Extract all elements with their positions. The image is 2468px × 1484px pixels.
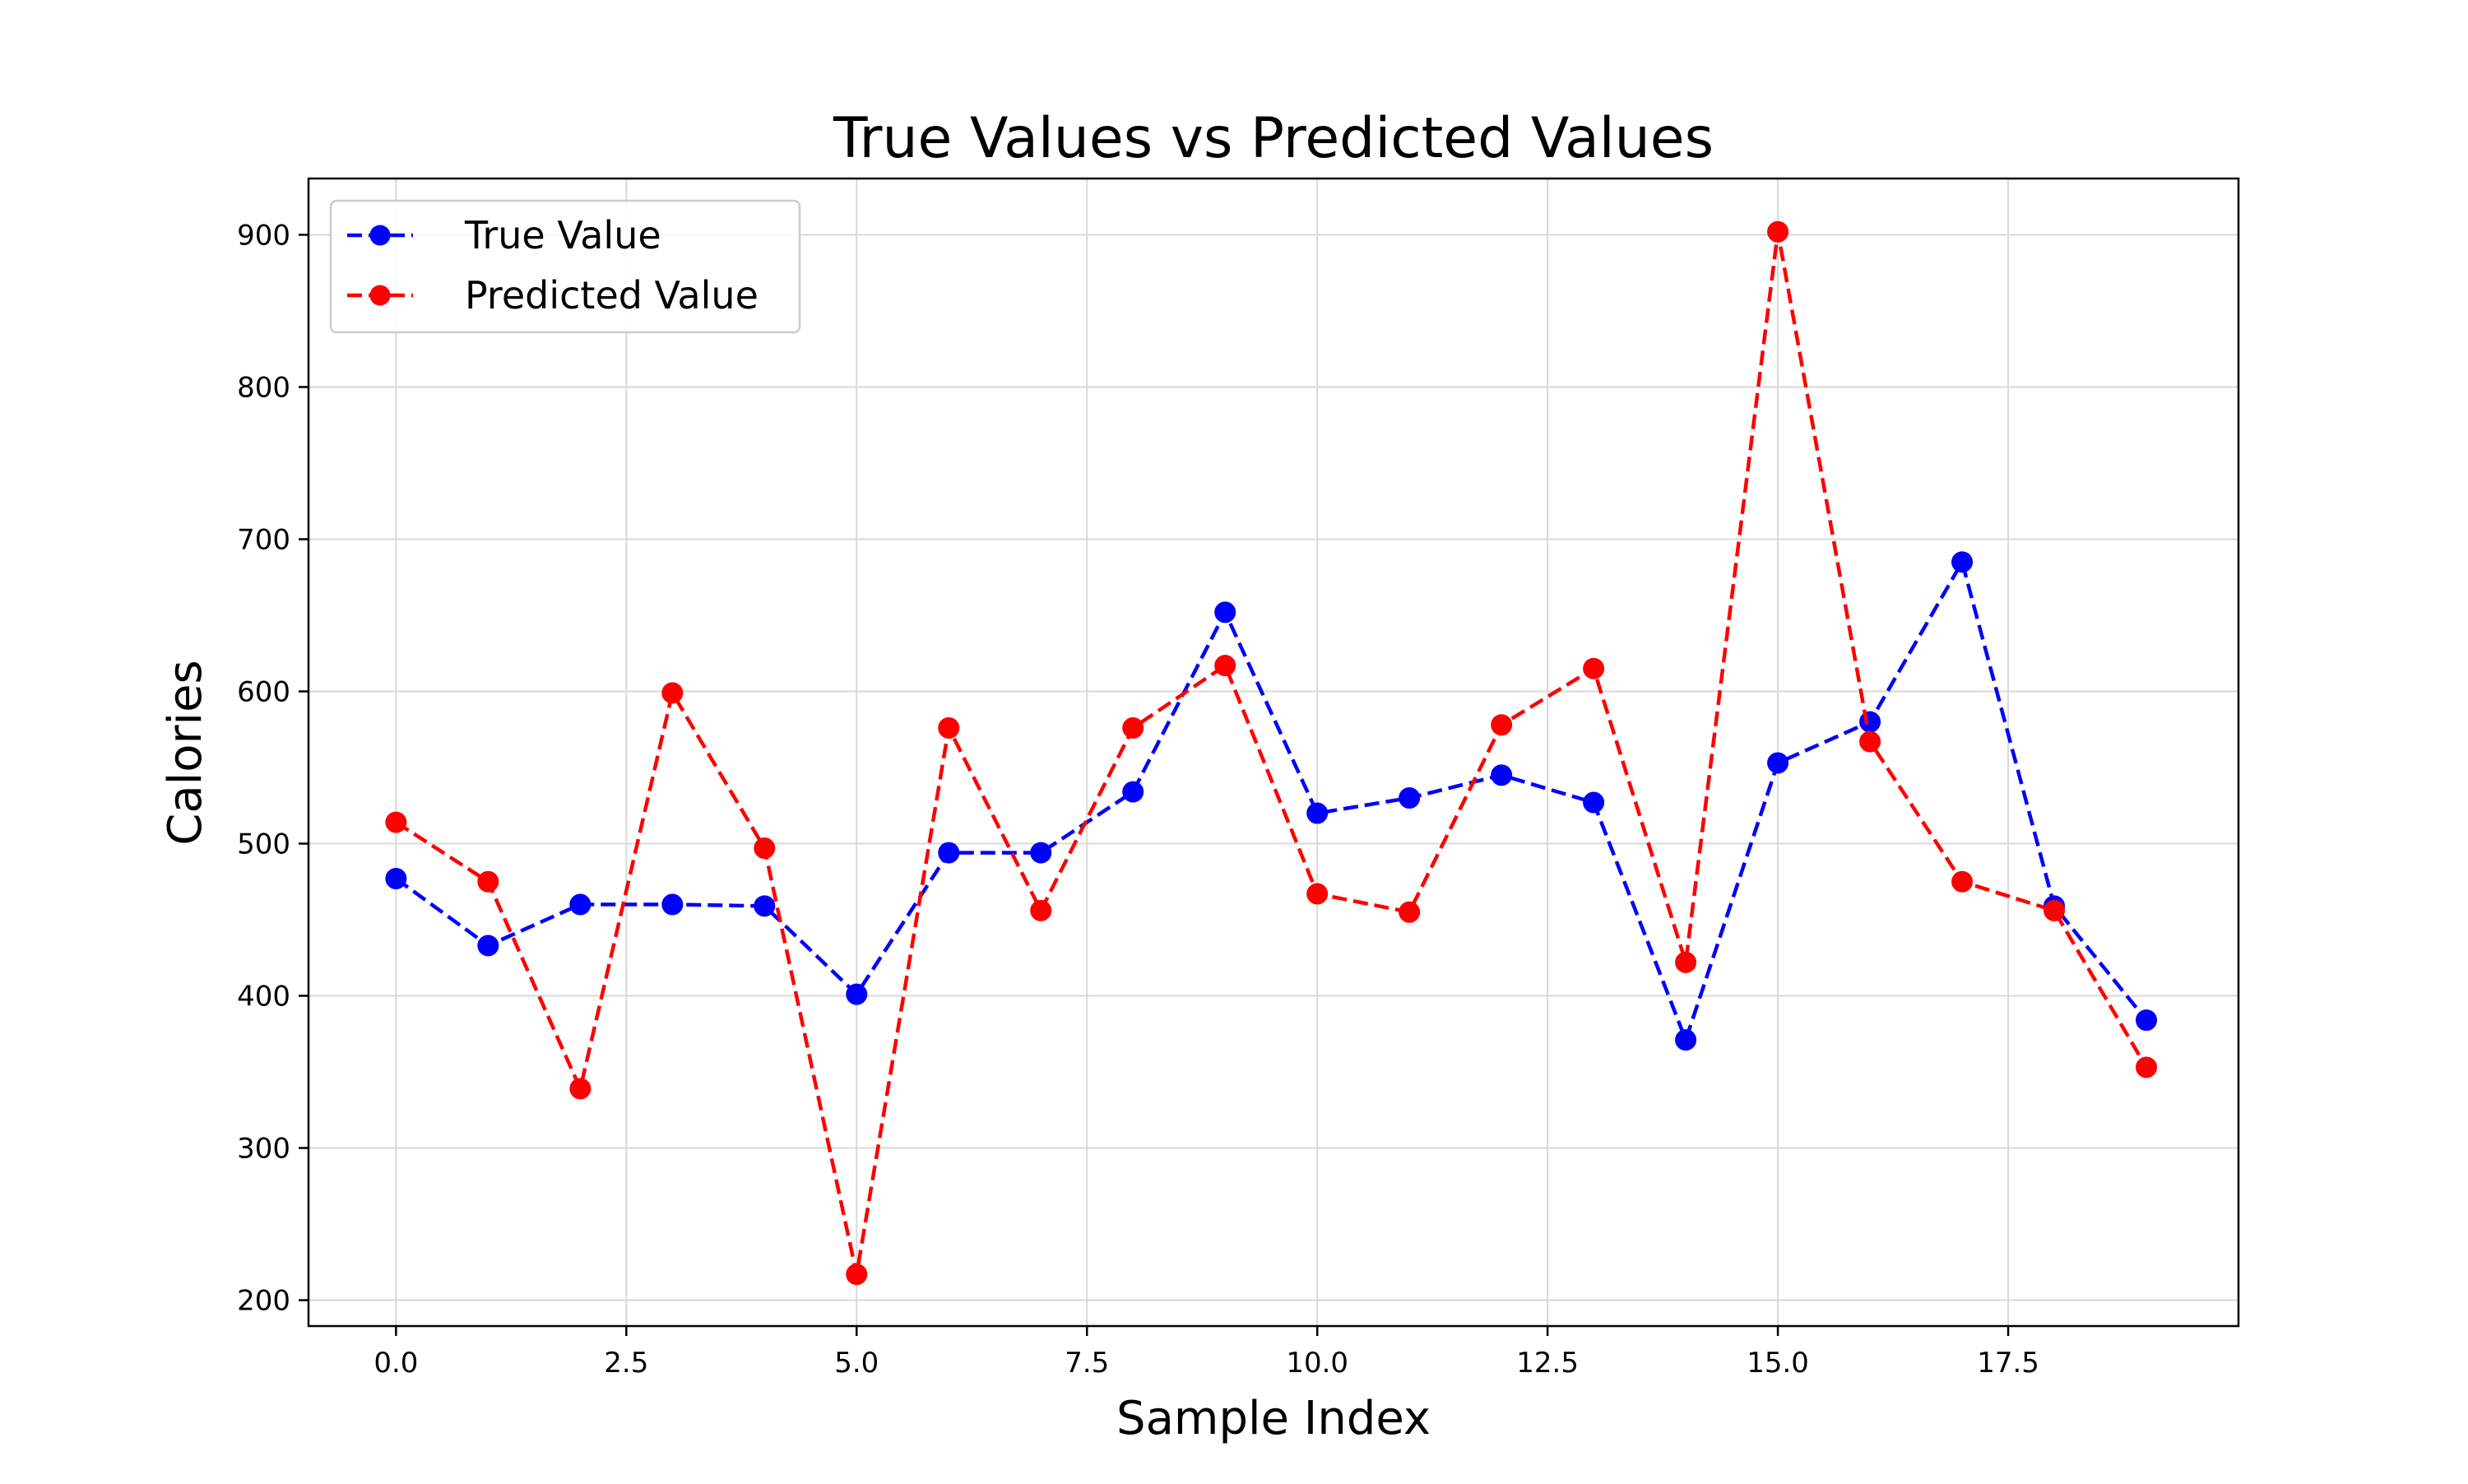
data-point-predicted-value <box>846 1264 868 1286</box>
legend-item: Predicted Value <box>347 273 758 318</box>
x-axis-title: Sample Index <box>1116 1392 1431 1445</box>
y-tick-label: 900 <box>237 219 290 252</box>
legend: True Value Predicted Value <box>329 199 801 334</box>
y-tick-label: 500 <box>237 828 290 861</box>
data-point-predicted-value <box>1030 899 1052 921</box>
data-point-true-value <box>846 983 868 1005</box>
x-tick-label: 7.5 <box>1065 1347 1109 1380</box>
series-line-true-value <box>395 557 2148 1046</box>
data-point-predicted-value <box>1491 714 1513 736</box>
x-axis-ticks: 0.0 2.5 5.0 7.5 10.0 12.5 15.0 17.5 <box>373 1326 2039 1380</box>
x-tick-label: 15.0 <box>1747 1347 1809 1380</box>
series-layer <box>385 220 2158 1286</box>
data-point-predicted-value <box>754 837 776 860</box>
y-tick-label: 800 <box>237 371 290 404</box>
y-tick-label: 300 <box>237 1133 290 1166</box>
data-point-true-value <box>385 868 407 890</box>
data-point-true-value <box>569 893 591 916</box>
data-point-predicted-value <box>2044 899 2066 921</box>
legend-item: True Value <box>347 213 661 257</box>
data-point-true-value <box>1214 601 1236 624</box>
y-tick-label: 400 <box>237 981 290 1013</box>
legend-box <box>329 199 801 334</box>
y-tick-label: 700 <box>237 523 290 556</box>
y-axis-ticks: 200 300 400 500 600 700 800 900 <box>237 219 308 1318</box>
legend-label: Predicted Value <box>465 273 758 318</box>
series-line-predicted-value <box>395 231 2148 1275</box>
x-tick-label: 10.0 <box>1286 1347 1348 1380</box>
chart-title: True Values vs Predicted Values <box>833 106 1714 171</box>
data-point-true-value <box>477 934 499 957</box>
x-tick-label: 12.5 <box>1516 1347 1579 1380</box>
legend-swatch-marker <box>369 225 391 246</box>
data-point-true-value <box>754 895 776 917</box>
data-point-predicted-value <box>385 811 407 833</box>
legend-swatch-marker <box>369 285 391 306</box>
data-point-predicted-value <box>2136 1056 2158 1078</box>
data-point-predicted-value <box>1859 730 1881 753</box>
data-point-true-value <box>1859 711 1881 733</box>
x-tick-label: 2.5 <box>604 1347 648 1380</box>
data-point-true-value <box>938 842 960 864</box>
data-point-predicted-value <box>661 682 684 704</box>
data-point-predicted-value <box>938 716 960 739</box>
data-point-predicted-value <box>477 870 499 893</box>
grid-lines <box>308 179 2238 1326</box>
series-true-value <box>385 551 2158 1051</box>
data-point-true-value <box>1122 781 1144 803</box>
data-point-true-value <box>1399 787 1421 809</box>
data-point-predicted-value <box>1951 870 1974 893</box>
data-point-predicted-value <box>1767 220 1789 243</box>
data-point-true-value <box>1030 842 1052 864</box>
data-point-true-value <box>1583 791 1605 814</box>
data-point-true-value <box>1675 1029 1697 1051</box>
data-point-predicted-value <box>1583 657 1605 679</box>
data-point-true-value <box>1767 752 1789 774</box>
data-point-true-value <box>661 893 684 916</box>
legend-label: True Value <box>464 213 661 257</box>
data-point-true-value <box>1306 802 1329 824</box>
data-point-predicted-value <box>1214 655 1236 677</box>
y-axis-title: Calories <box>159 660 212 845</box>
data-point-predicted-value <box>1122 716 1144 739</box>
data-point-predicted-value <box>1399 901 1421 923</box>
x-tick-label: 17.5 <box>1977 1347 2039 1380</box>
y-tick-label: 200 <box>237 1285 290 1318</box>
data-point-predicted-value <box>569 1078 591 1100</box>
data-point-predicted-value <box>1306 883 1329 905</box>
series-predicted-value <box>385 220 2158 1286</box>
x-tick-label: 0.0 <box>373 1347 418 1380</box>
y-tick-label: 600 <box>237 675 290 708</box>
plot-area-frame <box>307 177 2240 1328</box>
data-point-predicted-value <box>1675 951 1697 973</box>
data-point-true-value <box>2136 1009 2158 1032</box>
x-tick-label: 5.0 <box>834 1347 879 1380</box>
data-point-true-value <box>1951 551 1974 573</box>
data-point-true-value <box>1491 764 1513 786</box>
